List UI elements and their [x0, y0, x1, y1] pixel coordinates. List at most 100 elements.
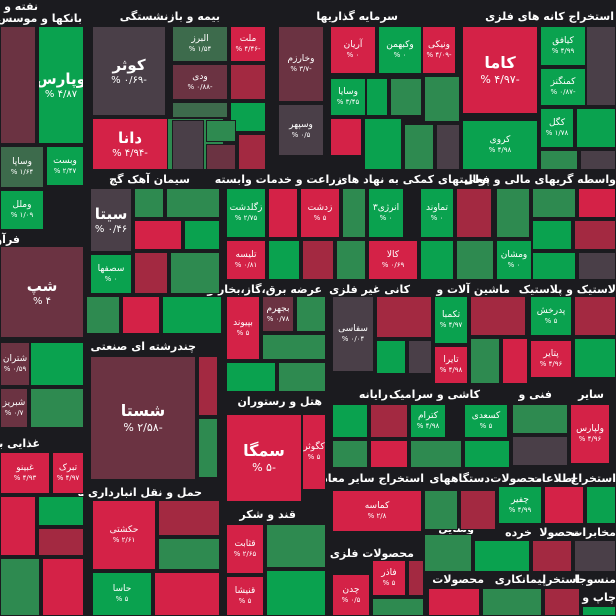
stock-tile[interactable]: تبرک ۴/۹۷ %: [52, 452, 84, 494]
stock-tile[interactable]: [38, 528, 84, 556]
stock-tile[interactable]: [162, 296, 222, 334]
stock-tile[interactable]: ونیکی -۴/۰۹ %: [422, 26, 456, 74]
stock-tile[interactable]: [262, 334, 326, 360]
stock-tile[interactable]: [582, 606, 616, 616]
stock-tile[interactable]: چفیر ۴/۹۹ %: [498, 486, 542, 524]
stock-tile[interactable]: کگل ۱/۷۸ %: [540, 108, 574, 148]
stock-tile[interactable]: [170, 252, 220, 294]
stock-tile[interactable]: سصفها ۰ %: [90, 254, 132, 294]
stock-tile[interactable]: [230, 64, 266, 100]
stock-tile[interactable]: [482, 588, 542, 616]
stock-tile[interactable]: [574, 296, 616, 336]
stock-tile[interactable]: [38, 496, 84, 526]
stock-tile[interactable]: شستا -۲/۵۸ %: [90, 356, 196, 480]
stock-tile[interactable]: تماوند ۰ %: [420, 188, 454, 238]
stock-tile[interactable]: [436, 124, 460, 170]
stock-tile[interactable]: [0, 26, 36, 144]
stock-tile[interactable]: [134, 188, 164, 218]
stock-tile[interactable]: [408, 340, 432, 374]
stock-tile[interactable]: ومشان ۰ %: [496, 240, 532, 280]
stock-tile[interactable]: [424, 76, 460, 122]
stock-tile[interactable]: کماسه ۲/۸ %: [332, 490, 422, 532]
stock-tile[interactable]: [296, 296, 326, 332]
stock-tile[interactable]: سمگا -۵ %: [226, 414, 302, 502]
stock-tile[interactable]: حاسا ۵ %: [92, 572, 152, 616]
stock-tile[interactable]: [410, 440, 462, 468]
stock-tile[interactable]: ودی -۰/۸۸ %: [172, 64, 228, 100]
stock-tile[interactable]: [456, 188, 492, 238]
stock-tile[interactable]: بجهرم ۰/۷۸ %: [262, 296, 294, 332]
stock-tile[interactable]: زدشت ۵ %: [300, 188, 340, 238]
stock-tile[interactable]: [336, 240, 366, 280]
stock-tile[interactable]: [302, 240, 334, 280]
stock-tile[interactable]: [0, 496, 36, 556]
stock-tile[interactable]: [268, 240, 300, 280]
stock-tile[interactable]: [166, 188, 220, 218]
stock-tile[interactable]: [544, 486, 584, 524]
stock-tile[interactable]: [134, 220, 182, 250]
stock-tile[interactable]: [376, 340, 406, 374]
stock-tile[interactable]: [266, 570, 326, 616]
stock-tile[interactable]: وسپهر ۰/۵ %: [278, 104, 324, 156]
stock-tile[interactable]: [266, 524, 326, 568]
stock-tile[interactable]: [586, 26, 616, 106]
stock-tile[interactable]: [184, 220, 220, 250]
stock-tile[interactable]: انرژی۳ ۰ %: [368, 188, 404, 238]
stock-tile[interactable]: [122, 296, 160, 334]
stock-tile[interactable]: [30, 342, 84, 386]
stock-tile[interactable]: [540, 150, 578, 170]
stock-tile[interactable]: [532, 220, 572, 250]
stock-tile[interactable]: حکشتی ۲/۶۱ %: [92, 500, 156, 570]
stock-tile[interactable]: [370, 440, 408, 468]
stock-tile[interactable]: [470, 338, 500, 384]
stock-tile[interactable]: [172, 120, 204, 170]
stock-tile[interactable]: [230, 102, 266, 132]
stock-tile[interactable]: وخارزم -۳/۷ %: [278, 26, 324, 102]
stock-tile[interactable]: [424, 490, 458, 530]
stock-tile[interactable]: [332, 404, 368, 438]
stock-tile[interactable]: [134, 252, 168, 294]
stock-tile[interactable]: [158, 500, 220, 536]
stock-tile[interactable]: [408, 560, 424, 596]
stock-tile[interactable]: [580, 150, 616, 170]
stock-tile[interactable]: [370, 404, 408, 438]
stock-tile[interactable]: [390, 78, 422, 116]
stock-tile[interactable]: [278, 362, 326, 392]
stock-tile[interactable]: [464, 440, 510, 468]
stock-tile[interactable]: [460, 490, 496, 530]
stock-tile[interactable]: [586, 486, 616, 524]
stock-tile[interactable]: [496, 188, 530, 238]
stock-tile[interactable]: [172, 102, 228, 118]
stock-tile[interactable]: غبینو ۴/۹۳ %: [0, 452, 50, 494]
stock-tile[interactable]: [198, 356, 218, 416]
stock-tile[interactable]: [532, 252, 576, 280]
stock-tile[interactable]: [364, 118, 402, 170]
stock-tile[interactable]: [470, 296, 526, 336]
stock-tile[interactable]: [578, 252, 616, 280]
stock-tile[interactable]: وپارس ۴/۸۷ %: [38, 26, 84, 144]
stock-tile[interactable]: کسعدی ۵ %: [464, 404, 508, 438]
stock-tile[interactable]: [330, 118, 362, 156]
stock-tile[interactable]: وسایا ۳/۴۵ %: [330, 78, 366, 116]
stock-tile[interactable]: [268, 188, 298, 238]
stock-tile[interactable]: تلیسه ۰/۸۱ %: [226, 240, 266, 280]
stock-tile[interactable]: [474, 540, 530, 572]
stock-tile[interactable]: البرز ۱/۵۴ %: [172, 26, 228, 62]
stock-tile[interactable]: [574, 338, 616, 378]
stock-tile[interactable]: [206, 144, 236, 170]
stock-tile[interactable]: [366, 78, 388, 116]
stock-tile[interactable]: کالا ۰/۶۹ %: [368, 240, 418, 280]
stock-tile[interactable]: چدن ۰/۵ %: [332, 574, 370, 616]
stock-tile[interactable]: [42, 558, 84, 616]
stock-tile[interactable]: [376, 296, 432, 338]
stock-tile[interactable]: [532, 188, 576, 218]
stock-tile[interactable]: [154, 572, 220, 616]
stock-tile[interactable]: [532, 540, 572, 572]
stock-tile[interactable]: [544, 588, 580, 616]
stock-tile[interactable]: کگوثر ۵ %: [302, 414, 326, 490]
stock-tile[interactable]: پتایر ۴/۹۶ %: [530, 340, 572, 378]
stock-tile[interactable]: [512, 436, 568, 466]
stock-tile[interactable]: کیافق ۴/۹۹ %: [540, 26, 586, 66]
stock-tile[interactable]: دانا -۴/۹۴ %: [92, 118, 168, 170]
stock-tile[interactable]: شبریز ۰/۷ %: [0, 388, 28, 428]
